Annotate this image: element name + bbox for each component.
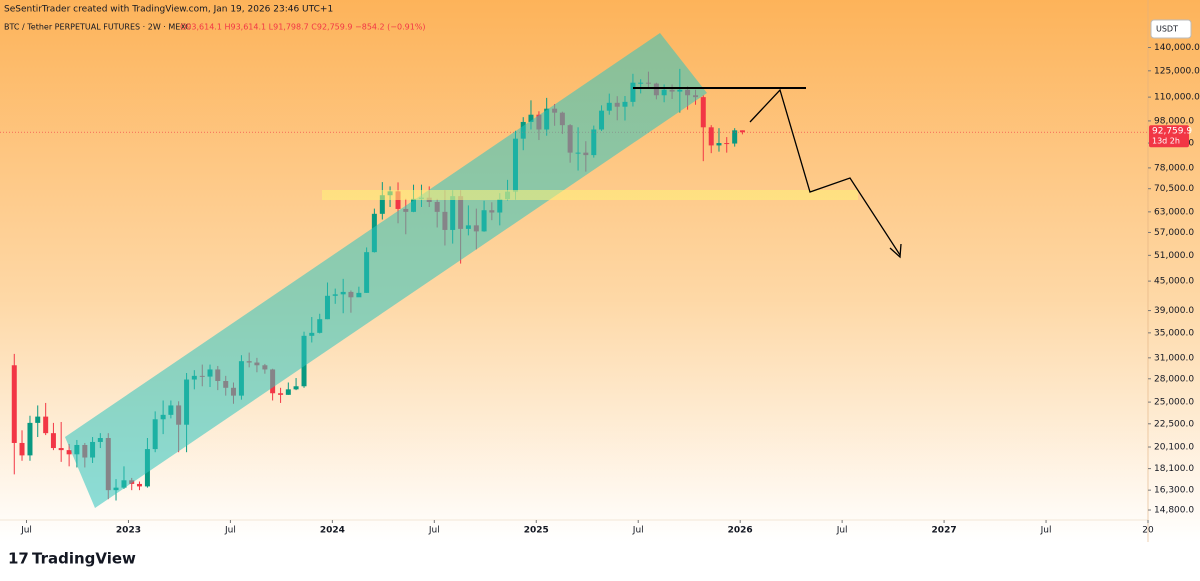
x-tick-label: 2026 [728,526,753,536]
brand: TradingView [32,550,136,568]
candle-body [716,143,722,146]
x-tick-label: Jul [632,526,644,536]
x-tick-label: Jul [836,526,848,536]
candle-body [43,416,49,434]
last-price-label: 92,759.9 [1152,127,1192,137]
x-tick-label: 20 [1142,526,1154,536]
y-tick-label: 20,100.0 [1154,443,1194,453]
candle-body [293,386,299,390]
countdown: 13d 2h [1152,137,1180,146]
y-tick-label: 98,000.0 [1154,116,1194,126]
y-tick-label: 25,000.0 [1154,398,1194,408]
x-tick-label: Jul [20,526,32,536]
y-tick-label: 78,000.0 [1154,163,1194,173]
symbol-title: BTC / Tether PERPETUAL FUTURES · 2W · ME… [4,23,191,32]
y-tick-label: 140,000.0 [1154,43,1200,53]
candle-body [50,433,56,449]
currency-box [1150,19,1192,39]
support-zone [322,190,858,200]
arrow-head [889,243,902,259]
x-tick-label: 2024 [320,526,345,536]
y-tick-label: 14,800.0 [1154,506,1194,516]
candle-body [700,97,706,128]
channel [65,33,707,508]
y-tick-label: 63,000.0 [1154,207,1194,217]
candle-body [708,127,714,146]
candle-body [528,114,534,122]
header: SeSentirTrader created with TradingView.… [4,5,333,15]
last-price-box [1149,125,1189,148]
candle-body [27,422,33,456]
candle-body [739,130,745,133]
candle-body [66,450,72,455]
candle-body [19,442,25,456]
x-tick-label: 2025 [524,526,549,536]
axes: 140,000.0125,000.0110,000.098,000.088,00… [20,43,1200,536]
y-tick-label: 51,000.0 [1154,251,1194,261]
candle-body [732,130,738,144]
y-tick-label: 31,000.0 [1154,353,1194,363]
brand-logo: 𝟭𝟳 [8,550,29,568]
y-tick-label: 16,300.0 [1154,486,1194,496]
candle-body [395,191,401,209]
y-tick-label: 35,000.0 [1154,328,1194,338]
ohlc-text: O93,614.1 H93,614.1 L91,798.7 C92,759.9 … [180,23,426,32]
candle-body [58,448,64,451]
y-tick-label: 22,500.0 [1154,419,1194,429]
y-tick-label: 28,000.0 [1154,374,1194,384]
candle-body [136,483,142,487]
candle-body [11,365,17,443]
candle-body [35,416,41,423]
y-tick-label: 39,000.0 [1154,306,1194,316]
candle-body [285,389,291,395]
y-tick-label: 110,000.0 [1154,93,1200,103]
candle-body [724,143,730,145]
y-tick-label: 125,000.0 [1154,66,1200,76]
candle-body [379,195,385,214]
y-tick-label: 70,500.0 [1154,184,1194,194]
x-tick-label: 2023 [116,526,141,536]
x-tick-label: Jul [428,526,440,536]
y-tick-label: 18,100.0 [1154,464,1194,474]
x-tick-label: Jul [224,526,236,536]
projection-path [749,88,901,256]
x-tick-label: Jul [1040,526,1052,536]
candle-body [278,393,284,395]
y-tick-label: 45,000.0 [1154,277,1194,287]
y-tick-label: 57,000.0 [1154,228,1194,238]
x-tick-label: 2027 [932,526,957,536]
currency: USDT [1156,25,1178,34]
